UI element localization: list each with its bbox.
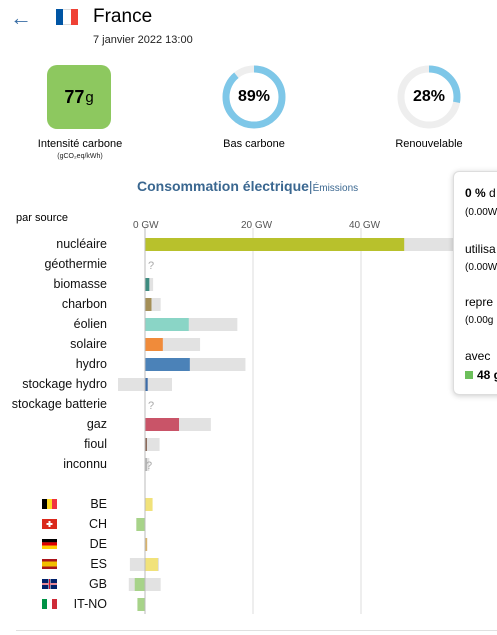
exchange-bar: [145, 498, 153, 511]
chart-tabs: Consommation électrique|Émissions: [137, 178, 358, 194]
renewable-donut[interactable]: [397, 65, 461, 129]
it-flag-icon: [42, 599, 57, 609]
production-bar: [145, 378, 148, 391]
tooltip-panel: 0 % d (0.00W utilisa (0.00W repre (0.00g…: [453, 171, 497, 395]
tooltip-line2: (0.00W: [465, 207, 497, 218]
arrow-left-icon: ←: [10, 5, 32, 30]
source-label: gaz: [87, 417, 107, 431]
capacity-bar: [145, 338, 201, 351]
source-label: fioul: [84, 437, 107, 451]
de-flag-icon: [42, 539, 57, 549]
source-label: charbon: [62, 297, 107, 311]
source-label: éolien: [74, 317, 107, 331]
renewable-label: Renouvelable: [395, 138, 463, 150]
renewable-value: 28%: [412, 88, 446, 105]
gb-flag-icon: [42, 579, 57, 589]
production-bar: [145, 358, 190, 371]
tooltip-line7: avec: [465, 349, 491, 363]
source-label: géothermie: [44, 257, 107, 271]
tooltip-line1: d: [485, 186, 496, 200]
exchange-label: ES: [90, 557, 107, 571]
source-label: stockage hydro: [22, 377, 107, 391]
country-title: France: [93, 6, 153, 27]
production-bar: [145, 298, 152, 311]
x-tick-label: 20 GW: [241, 220, 273, 231]
production-bar: [145, 418, 180, 431]
production-bar: [145, 458, 147, 471]
tab-consumption[interactable]: Consommation électrique: [137, 178, 309, 194]
unknown-mark: ?: [148, 260, 154, 272]
capacity-bar: [145, 458, 150, 471]
production-bar: [145, 338, 163, 351]
exchange-capacity-bar: [128, 578, 161, 591]
back-button[interactable]: ←: [10, 6, 34, 30]
be-flag-icon: [42, 499, 57, 509]
source-label: stockage batterie: [12, 397, 107, 411]
source-label: biomasse: [54, 277, 108, 291]
es-flag-icon: [42, 559, 57, 569]
capacity-bar: [145, 358, 246, 371]
capacity-bar: [145, 278, 154, 291]
exchange-label: GB: [89, 577, 107, 591]
chart-x-label: par source: [16, 212, 68, 224]
tooltip-line4: (0.00W: [465, 262, 497, 273]
unknown-mark: ?: [148, 400, 154, 412]
low-carbon-donut[interactable]: [222, 65, 286, 129]
france-flag-icon: [56, 9, 78, 25]
capacity-bar: [145, 438, 160, 451]
exchange-capacity-bar: [137, 598, 145, 611]
carbon-unit-label: (gCO₂eq/kWh): [57, 153, 103, 160]
exchange-bar: [145, 538, 148, 551]
exchange-label: BE: [90, 497, 107, 511]
capacity-bar: [145, 418, 211, 431]
ch-flag-icon: [42, 519, 57, 529]
exchange-label: CH: [89, 517, 107, 531]
x-tick-label: 0 GW: [133, 220, 159, 231]
source-label: solaire: [70, 337, 107, 351]
tab-separator: |: [308, 178, 313, 194]
low-carbon-label: Bas carbone: [223, 138, 285, 150]
tooltip-line3: utilisa: [465, 242, 496, 256]
capacity-bar: [145, 238, 475, 251]
capacity-bar: [145, 298, 161, 311]
production-bar: [145, 278, 150, 291]
exchange-capacity-bar: [145, 498, 153, 511]
exchange-capacity-bar: [129, 558, 160, 571]
exchange-label: DE: [90, 537, 107, 551]
source-label: nucléaire: [56, 237, 107, 251]
tooltip-line6: (0.00g: [465, 315, 494, 326]
exchange-capacity-bar: [136, 518, 145, 531]
capacity-bar: [118, 378, 172, 391]
carbon-intensity-box[interactable]: 77 g: [47, 65, 111, 129]
unknown-mark: ?: [146, 460, 152, 472]
production-bar: [145, 238, 405, 251]
tooltip-value: 48 g: [477, 368, 497, 382]
source-label: hydro: [76, 357, 107, 371]
x-tick-label: 40 GW: [349, 220, 381, 231]
low-carbon-value: 89%: [237, 88, 271, 105]
tooltip-color-swatch: [465, 371, 473, 379]
source-label: inconnu: [63, 457, 107, 471]
capacity-bar: [145, 318, 238, 331]
exchange-bar: [136, 518, 145, 531]
tooltip-percent: 0 %: [465, 186, 486, 200]
carbon-intensity-label: Intensité carbone: [37, 138, 123, 150]
exchange-bar: [134, 578, 145, 591]
carbon-intensity-value: 77: [64, 86, 85, 107]
tab-emissions[interactable]: Émissions: [312, 183, 359, 194]
tooltip-line5: repre: [465, 295, 494, 309]
production-bar: [145, 318, 189, 331]
exchange-bar: [137, 598, 145, 611]
exchange-bar: [145, 558, 158, 571]
bottom-divider: [16, 630, 497, 631]
exchange-label: IT-NO: [74, 597, 108, 611]
carbon-intensity-unit: g: [85, 88, 94, 106]
datetime-label: 7 janvier 2022 13:00: [93, 34, 193, 46]
exchange-capacity-bar: [145, 538, 148, 551]
production-bar: [145, 438, 147, 451]
